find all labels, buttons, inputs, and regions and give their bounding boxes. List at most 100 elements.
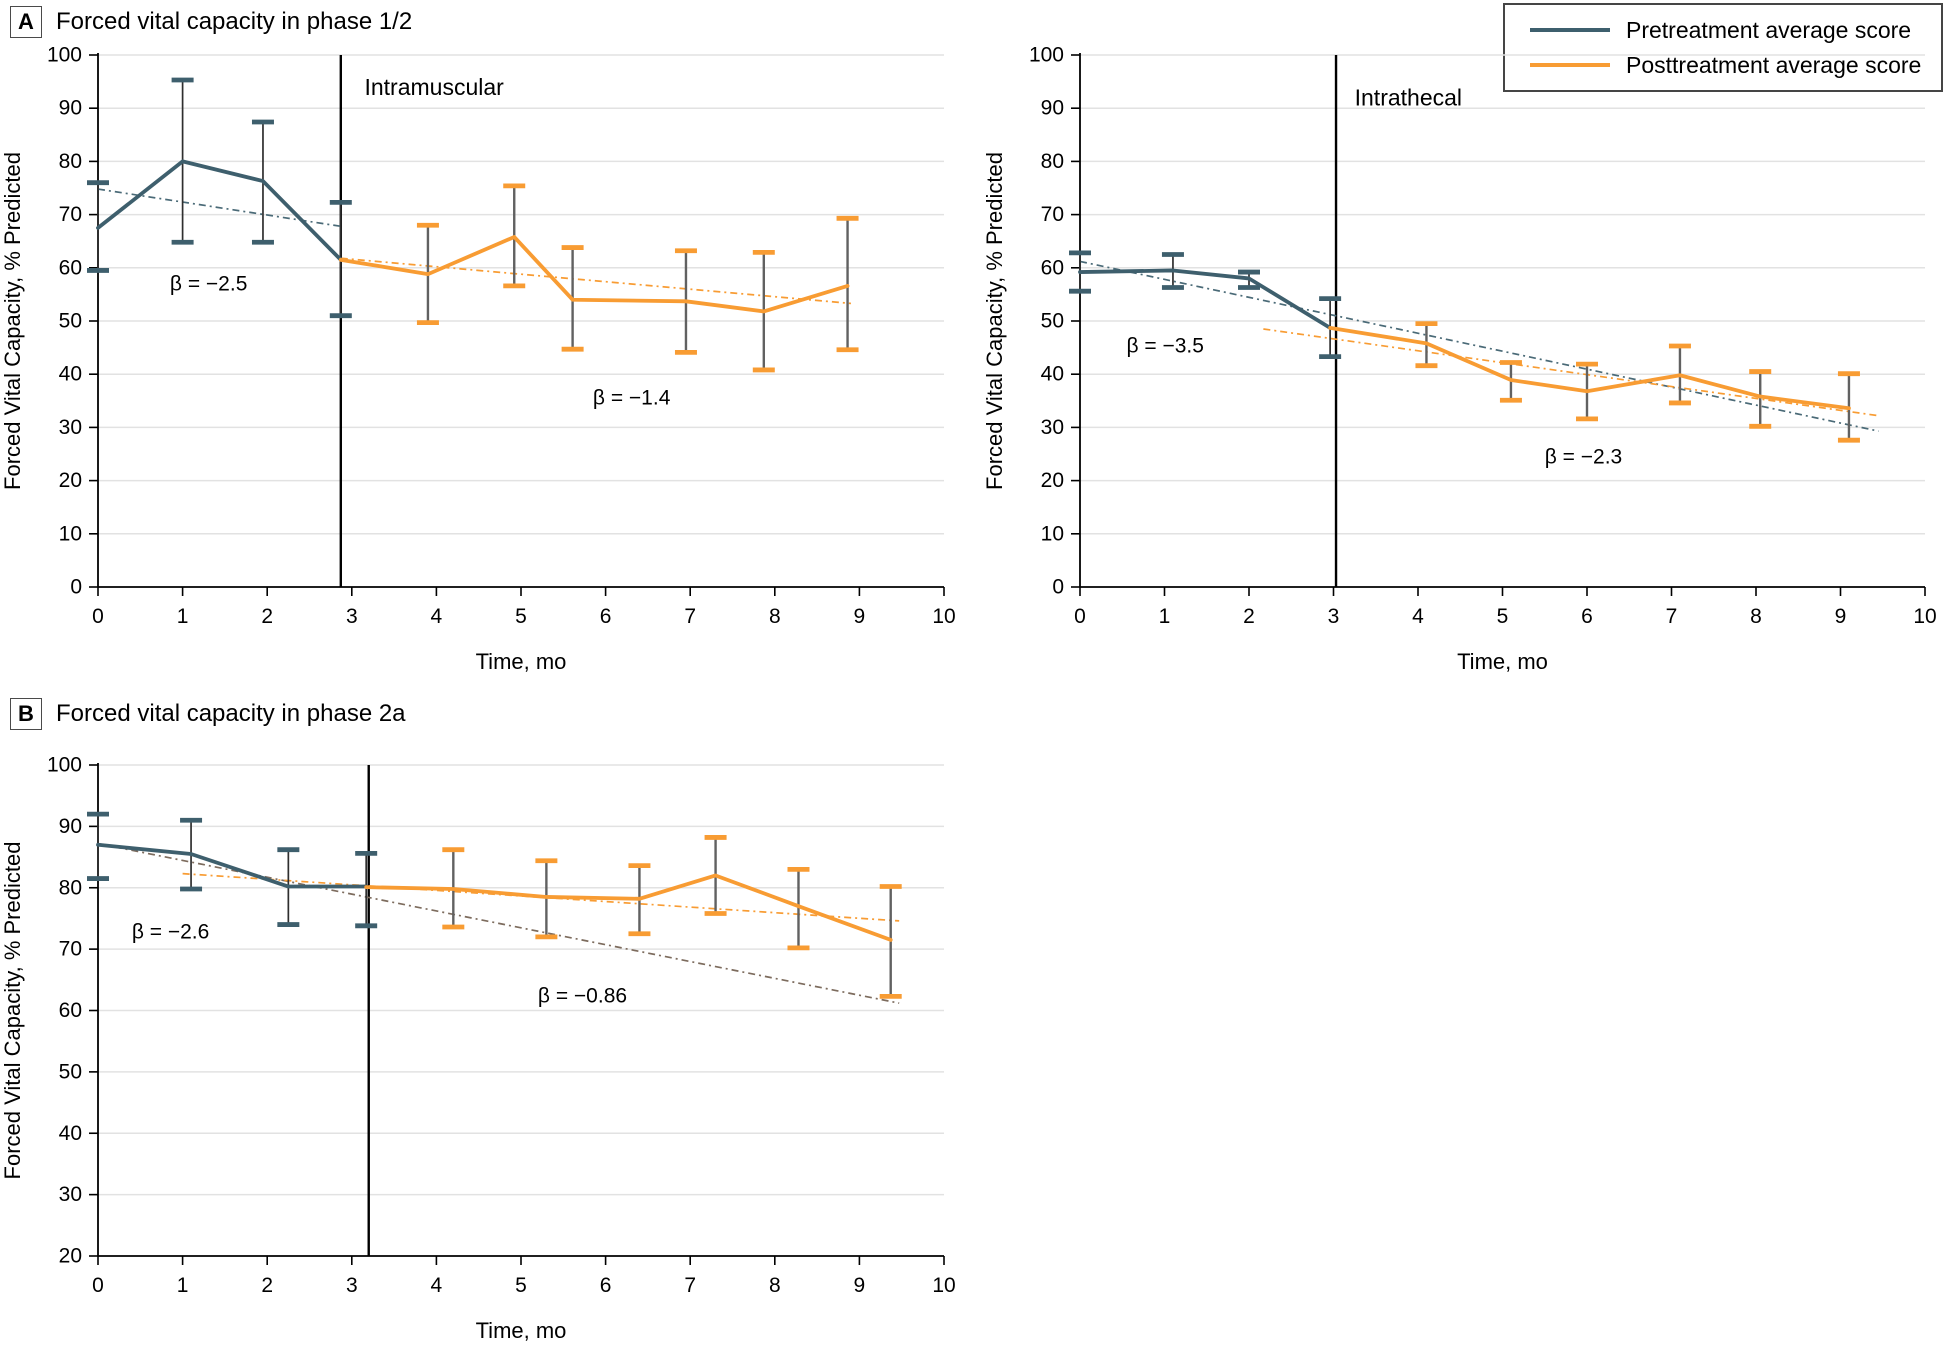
chart-intramuscular: 0 10 20 30 40 50 60 70 80 90 100 0 1 2 3 4 5 6 7 8 9 10 Time, … <box>0 0 965 690</box>
x-tick-label: 6 <box>600 1274 612 1297</box>
y-tick-label: 30 <box>1041 416 1064 439</box>
x-tick-label: 0 <box>92 1274 104 1297</box>
y-tick-label: 100 <box>47 44 82 67</box>
y-tick-label: 20 <box>59 469 82 492</box>
x-tick-label: 10 <box>932 1274 955 1297</box>
x-tick-label: 1 <box>177 605 189 628</box>
posttreatment-line <box>364 873 893 942</box>
panel-a-letter: A <box>10 6 42 38</box>
x-tick-label: 3 <box>346 605 358 628</box>
y-tick-label: 90 <box>1041 97 1064 120</box>
x-tick-label: 8 <box>769 1274 781 1297</box>
x-tick-label: 2 <box>261 1274 273 1297</box>
y-tick-label: 80 <box>59 150 82 173</box>
y-tick-label: 60 <box>59 999 82 1022</box>
x-tick-label: 4 <box>431 605 443 628</box>
y-tick-label: 40 <box>59 1122 82 1145</box>
region-label: Intramuscular <box>364 74 504 100</box>
legend-label-pretreatment: Pretreatment average score <box>1626 16 1912 43</box>
posttreatment-line-swatch <box>1530 63 1610 67</box>
y-tick-label: 0 <box>70 576 82 599</box>
legend: Pretreatment average score Posttreatment… <box>1503 3 1943 92</box>
y-tick-label: 10 <box>1041 522 1064 545</box>
posttreatment-line <box>338 235 850 314</box>
x-tick-label: 5 <box>515 605 527 628</box>
y-tick-label: 70 <box>1041 203 1064 226</box>
beta-annotation: β = −1.4 <box>593 387 671 410</box>
panel-b-title: Forced vital capacity in phase 2a <box>56 700 406 727</box>
pretreatment-trend <box>97 842 900 1004</box>
y-tick-label: 0 <box>1052 576 1064 599</box>
chart-intrathecal: 0 10 20 30 40 50 60 70 80 90 100 0 1 2 3 4 5 6 7 8 9 10 Time, … <box>982 0 1946 690</box>
x-tick-label: 0 <box>1074 605 1086 628</box>
pretreatment-line <box>1078 268 1333 330</box>
chart-phase2a: 20 30 40 50 60 70 80 90 100 0 1 2 3 4 5 6 7 8 9 10 Time, mo F… <box>0 690 965 1356</box>
x-tick-label: 1 <box>177 1274 189 1297</box>
y-tick-label: 10 <box>59 522 82 545</box>
chart-canvas: 0 10 20 30 40 50 60 70 80 90 100 0 1 2 3 4 5 6 7 8 9 10 Time, … <box>0 44 956 675</box>
x-axis-label: Time, mo <box>476 649 567 674</box>
x-tick-label: 7 <box>684 605 696 628</box>
x-tick-label: 3 <box>1328 605 1340 628</box>
y-axis-label: Forced Vital Capacity, % Predicted <box>0 842 25 1180</box>
panel-b-letter: B <box>10 698 42 730</box>
legend-item-pretreatment: Pretreatment average score <box>1530 17 1941 44</box>
y-axis-label: Forced Vital Capacity, % Predicted <box>0 152 25 490</box>
y-tick-label: 50 <box>59 1060 82 1083</box>
x-tick-label: 10 <box>932 605 955 628</box>
x-tick-label: 8 <box>1750 605 1762 628</box>
x-tick-label: 0 <box>92 605 104 628</box>
y-tick-label: 100 <box>1029 44 1064 67</box>
y-tick-label: 40 <box>1041 363 1064 386</box>
x-tick-label: 1 <box>1159 605 1171 628</box>
y-axis-label: Forced Vital Capacity, % Predicted <box>982 152 1007 490</box>
x-tick-label: 9 <box>854 605 866 628</box>
x-tick-label: 2 <box>1243 605 1255 628</box>
panel-b-header: B Forced vital capacity in phase 2a <box>10 698 406 730</box>
y-tick-label: 30 <box>59 416 82 439</box>
legend-label-posttreatment: Posttreatment average score <box>1626 51 1922 78</box>
y-tick-label: 20 <box>59 1245 82 1268</box>
beta-annotation: β = −3.5 <box>1126 335 1203 358</box>
panel-a-title: Forced vital capacity in phase 1/2 <box>56 8 413 35</box>
x-tick-label: 7 <box>1666 605 1678 628</box>
y-tick-label: 80 <box>59 876 82 899</box>
beta-annotation: β = −2.5 <box>170 272 247 295</box>
pretreatment-line-swatch <box>1530 28 1610 32</box>
y-tick-label: 20 <box>1041 469 1064 492</box>
y-tick-label: 70 <box>59 938 82 961</box>
legend-item-posttreatment: Posttreatment average score <box>1530 52 1941 79</box>
x-tick-label: 5 <box>1497 605 1509 628</box>
y-tick-label: 90 <box>59 815 82 838</box>
y-tick-label: 60 <box>1041 256 1064 279</box>
posttreatment-line <box>1328 326 1851 411</box>
x-tick-label: 9 <box>1835 605 1847 628</box>
x-tick-label: 7 <box>684 1274 696 1297</box>
x-tick-label: 5 <box>515 1274 527 1297</box>
beta-annotation: β = −2.6 <box>132 920 209 943</box>
x-tick-label: 9 <box>854 1274 866 1297</box>
y-tick-label: 90 <box>59 97 82 120</box>
y-tick-label: 100 <box>47 754 82 777</box>
x-tick-label: 4 <box>1412 605 1424 628</box>
x-tick-label: 2 <box>261 605 273 628</box>
x-axis-label: Time, mo <box>1457 649 1548 674</box>
pretreatment-line <box>96 159 343 262</box>
x-tick-label: 10 <box>1913 605 1936 628</box>
region-label: Intrathecal <box>1355 85 1462 111</box>
posttreatment-trend <box>340 257 852 305</box>
pretreatment-line <box>96 842 369 889</box>
x-tick-label: 6 <box>600 605 612 628</box>
x-tick-label: 6 <box>1581 605 1593 628</box>
x-tick-label: 3 <box>346 1274 358 1297</box>
beta-annotation: β = −0.86 <box>538 984 627 1007</box>
y-tick-label: 50 <box>1041 310 1064 333</box>
chart-canvas: 0 10 20 30 40 50 60 70 80 90 100 0 1 2 3 4 5 6 7 8 9 10 Time, … <box>982 44 1937 675</box>
panel-a-header: A Forced vital capacity in phase 1/2 <box>10 6 412 38</box>
y-tick-label: 40 <box>59 363 82 386</box>
x-tick-label: 4 <box>431 1274 443 1297</box>
y-tick-label: 60 <box>59 256 82 279</box>
beta-annotation: β = −2.3 <box>1545 446 1622 469</box>
y-tick-label: 80 <box>1041 150 1064 173</box>
